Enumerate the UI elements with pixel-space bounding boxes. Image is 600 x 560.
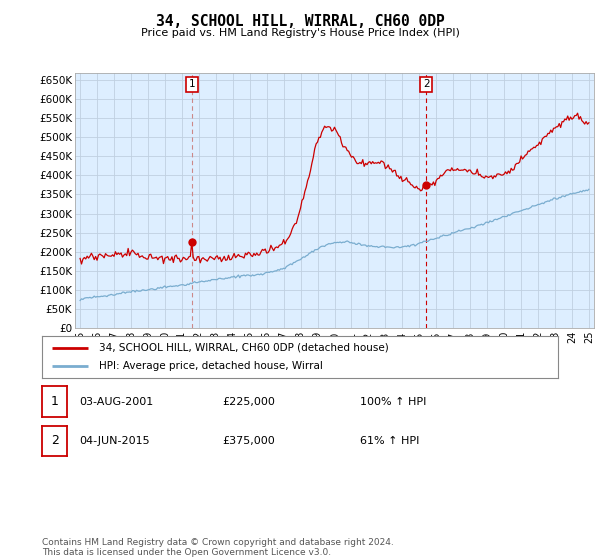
Text: 100% ↑ HPI: 100% ↑ HPI bbox=[360, 397, 427, 407]
Text: 2: 2 bbox=[50, 435, 59, 447]
Text: 34, SCHOOL HILL, WIRRAL, CH60 0DP: 34, SCHOOL HILL, WIRRAL, CH60 0DP bbox=[155, 14, 445, 29]
Text: 04-JUN-2015: 04-JUN-2015 bbox=[79, 436, 150, 446]
Text: 03-AUG-2001: 03-AUG-2001 bbox=[79, 397, 154, 407]
Text: £375,000: £375,000 bbox=[222, 436, 275, 446]
Text: 1: 1 bbox=[50, 395, 59, 408]
Text: 2: 2 bbox=[423, 79, 430, 89]
Text: HPI: Average price, detached house, Wirral: HPI: Average price, detached house, Wirr… bbox=[99, 361, 323, 371]
Text: 61% ↑ HPI: 61% ↑ HPI bbox=[360, 436, 419, 446]
Text: 1: 1 bbox=[188, 79, 195, 89]
Text: Contains HM Land Registry data © Crown copyright and database right 2024.
This d: Contains HM Land Registry data © Crown c… bbox=[42, 538, 394, 557]
Text: £225,000: £225,000 bbox=[222, 397, 275, 407]
Text: Price paid vs. HM Land Registry's House Price Index (HPI): Price paid vs. HM Land Registry's House … bbox=[140, 28, 460, 38]
Text: 34, SCHOOL HILL, WIRRAL, CH60 0DP (detached house): 34, SCHOOL HILL, WIRRAL, CH60 0DP (detac… bbox=[99, 343, 389, 353]
